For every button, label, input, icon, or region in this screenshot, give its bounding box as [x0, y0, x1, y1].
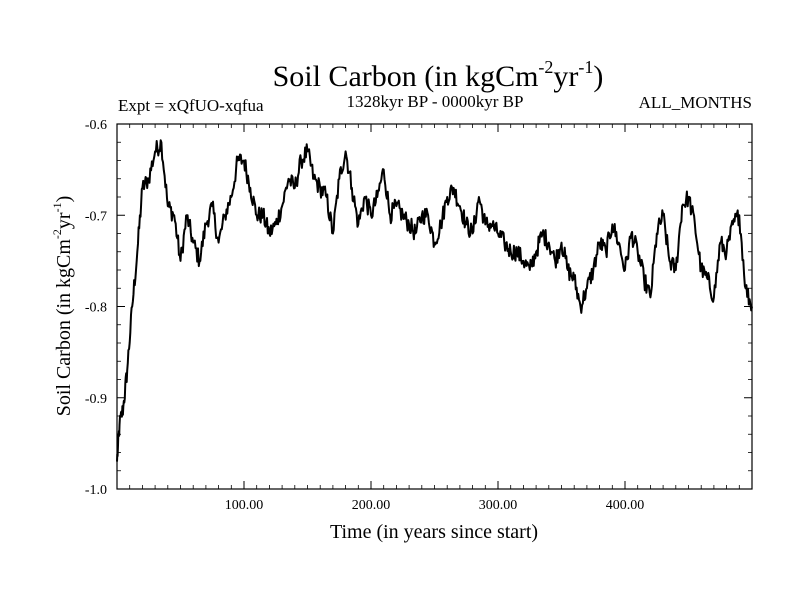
title-mid: yr [553, 60, 578, 93]
title-sup-1: -2 [538, 57, 553, 77]
subtitle-period: 1328kyr BP - 0000kyr BP [347, 92, 524, 111]
title-end: ) [593, 60, 603, 93]
ylabel-end: ) [53, 196, 75, 203]
ylabel-mid: yr [53, 212, 75, 229]
subtitle-months: ALL_MONTHS [639, 93, 752, 112]
x-tick-label: 200.00 [352, 498, 391, 513]
y-tick-label: -0.8 [85, 301, 107, 316]
y-tick-label: -1.0 [85, 483, 107, 498]
x-axis-ticks: 100.00 200.00 300.00 400.00 [129, 124, 740, 513]
soil-carbon-series-line [116, 139, 753, 462]
title-sup-2: -1 [578, 57, 593, 77]
chart-title: Soil Carbon (in kgCm-2yr-1) [273, 57, 604, 93]
plot-frame [116, 123, 753, 490]
x-tick-label: 300.00 [479, 498, 518, 513]
ylabel-sup-1: -2 [50, 229, 64, 239]
title-main: Soil Carbon (in kgCm [273, 60, 539, 93]
subtitle-experiment: Expt = xQfUO-xqfua [118, 96, 264, 115]
y-tick-label: -0.6 [85, 118, 107, 133]
y-tick-label: -0.9 [85, 392, 107, 407]
x-tick-label: 100.00 [225, 498, 264, 513]
ylabel-sup-2: -1 [50, 202, 64, 212]
y-axis-label: Soil Carbon (in kgCm-2yr-1) [50, 196, 75, 417]
x-tick-label: 400.00 [606, 498, 645, 513]
y-axis-ticks: -1.0 -0.9 -0.8 -0.7 -0.6 [85, 118, 752, 498]
x-axis-label: Time (in years since start) [330, 521, 538, 543]
ylabel-main: Soil Carbon (in kgCm [53, 239, 75, 417]
y-tick-label: -0.7 [85, 209, 107, 224]
